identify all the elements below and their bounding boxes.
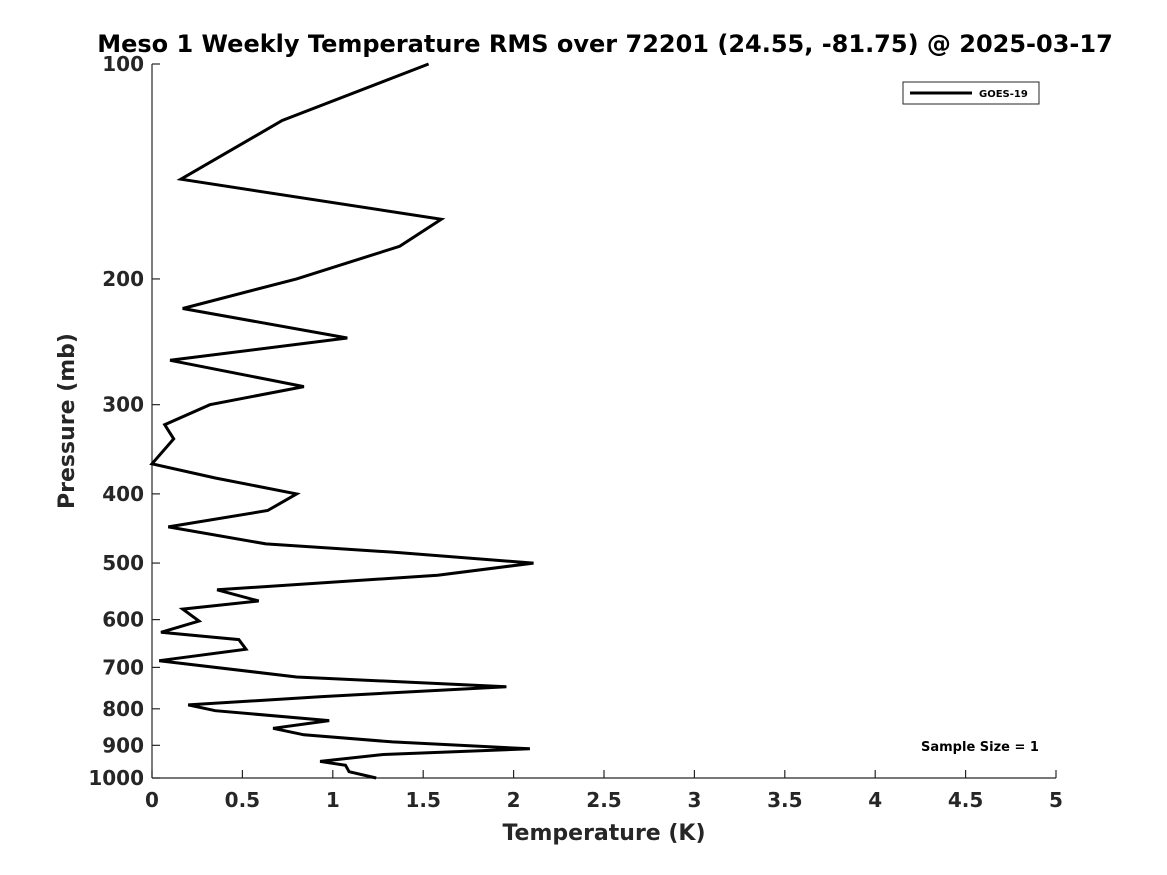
x-tick-label: 3.5 bbox=[767, 788, 802, 812]
y-tick-label: 900 bbox=[102, 733, 144, 757]
y-tick-label: 600 bbox=[102, 608, 144, 632]
x-ticks: 0 0.5 1 1.5 2 2.5 3 3.5 4 4.5 5 bbox=[145, 770, 1063, 812]
legend: GOES-19 bbox=[902, 81, 1040, 105]
x-tick-label: 1.5 bbox=[405, 788, 440, 812]
x-axis-label: Temperature (K) bbox=[502, 821, 705, 846]
x-tick-label: 4.5 bbox=[948, 788, 983, 812]
x-tick-label: 0.5 bbox=[225, 788, 260, 812]
y-tick-label: 300 bbox=[102, 393, 144, 417]
x-tick-label: 2 bbox=[507, 788, 521, 812]
x-tick-label: 3 bbox=[687, 788, 701, 812]
y-tick-label: 700 bbox=[102, 655, 144, 679]
series-layer bbox=[149, 62, 534, 780]
x-tick-label: 2.5 bbox=[586, 788, 621, 812]
y-ticks: 100 200 300 400 500 600 700 800 900 1000 bbox=[88, 52, 160, 790]
x-tick-label: 4 bbox=[868, 788, 882, 812]
x-tick-label: 0 bbox=[145, 788, 159, 812]
chart-title: Meso 1 Weekly Temperature RMS over 72201… bbox=[97, 30, 1113, 58]
series-line-goes-19 bbox=[149, 62, 534, 780]
y-tick-label: 100 bbox=[102, 52, 144, 76]
y-tick-label: 500 bbox=[102, 551, 144, 575]
x-tick-label: 5 bbox=[1049, 788, 1063, 812]
legend-label-goes-19: GOES-19 bbox=[979, 89, 1028, 100]
x-tick-label: 1 bbox=[326, 788, 340, 812]
y-tick-label: 1000 bbox=[88, 766, 144, 790]
plot-area: 0 0.5 1 1.5 2 2.5 3 3.5 4 4.5 5 100 200 300 400 500 600… bbox=[88, 52, 1063, 812]
y-tick-label: 800 bbox=[102, 697, 144, 721]
sample-size-annotation: Sample Size = 1 bbox=[921, 740, 1039, 755]
y-tick-label: 200 bbox=[102, 267, 144, 291]
y-axis-label: Pressure (mb) bbox=[55, 333, 80, 509]
y-tick-label: 400 bbox=[102, 482, 144, 506]
